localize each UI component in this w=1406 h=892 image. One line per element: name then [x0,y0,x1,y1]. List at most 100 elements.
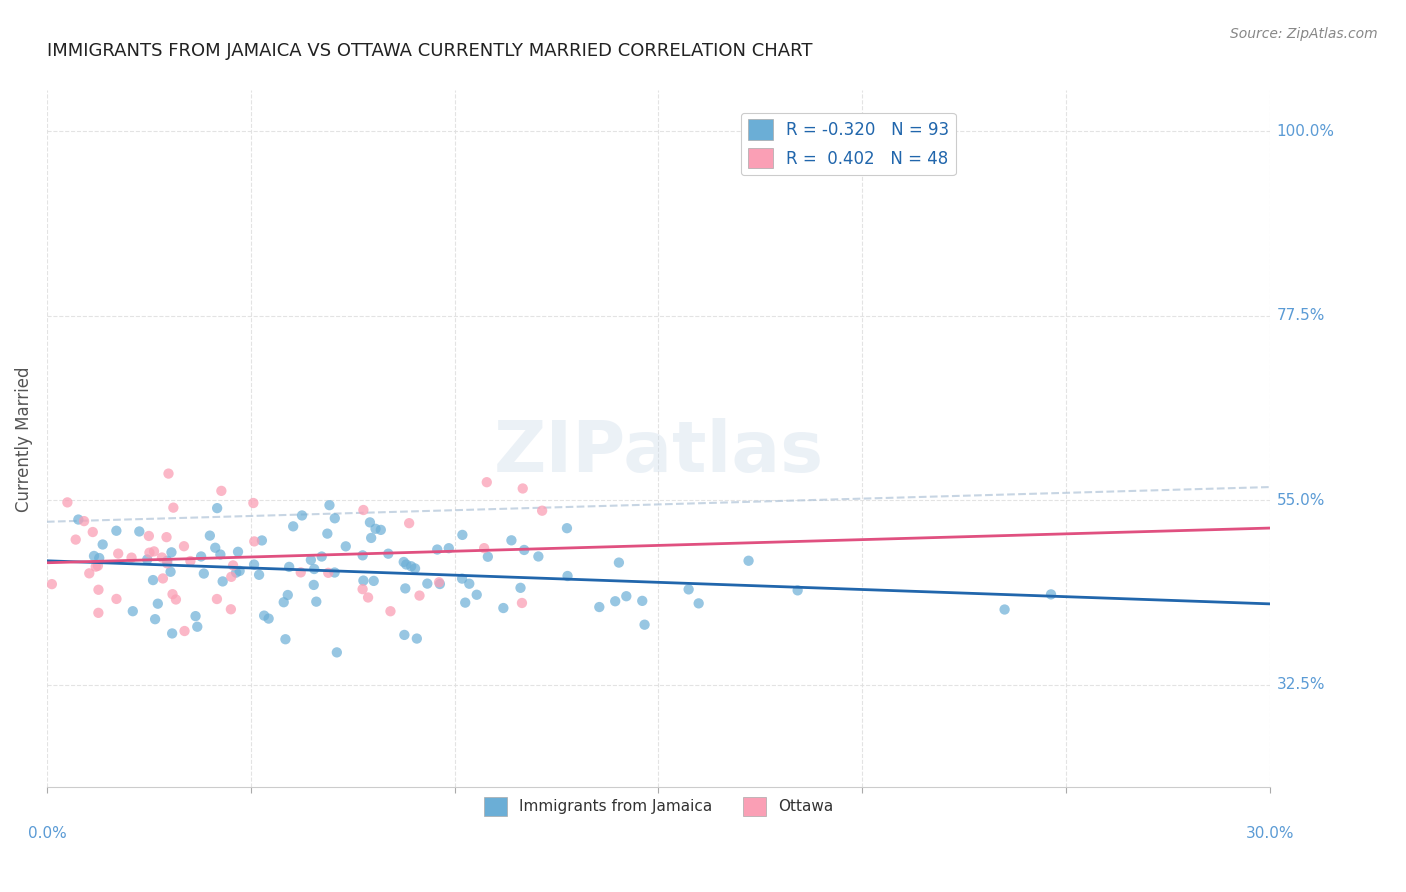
Point [316,526,339,541]
Point [786,583,808,598]
Point [359,516,381,530]
Point [408,589,430,603]
Text: 32.5%: 32.5% [1277,677,1326,692]
Point [363,574,385,588]
Point [555,521,578,535]
Point [73,514,96,528]
Point [209,483,232,498]
Point [290,566,312,580]
Point [89,551,111,566]
Point [138,546,160,560]
Point [107,547,129,561]
Point [190,549,212,564]
Point [173,539,195,553]
Point [737,554,759,568]
Point [557,569,579,583]
Point [427,575,450,590]
Point [143,544,166,558]
Point [253,608,276,623]
Point [335,539,357,553]
Point [173,624,195,638]
Point [426,542,449,557]
Point [87,558,110,573]
Point [250,533,273,548]
Point [243,534,266,549]
Point [198,528,221,542]
Point [179,554,201,568]
Point [162,500,184,515]
Point [283,519,305,533]
Point [204,541,226,555]
Point [152,571,174,585]
Point [416,576,439,591]
Point [326,645,349,659]
Point [394,582,416,596]
Point [377,547,399,561]
Point [633,617,655,632]
Point [395,558,418,572]
Point [82,524,104,539]
Point [165,592,187,607]
Point [302,578,325,592]
Point [352,574,374,588]
Point [380,604,402,618]
Legend: Immigrants from Jamaica, Ottawa: Immigrants from Jamaica, Ottawa [478,790,839,822]
Point [399,559,422,574]
Point [370,523,392,537]
Point [274,632,297,647]
Point [67,512,90,526]
Point [277,588,299,602]
Point [510,596,533,610]
Point [475,475,498,490]
Point [531,504,554,518]
Point [160,545,183,559]
Point [162,587,184,601]
Point [688,596,710,610]
Point [160,626,183,640]
Point [492,601,515,615]
Point [184,609,207,624]
Point [228,564,250,578]
Point [614,589,637,603]
Point [316,566,339,580]
Point [291,508,314,523]
Y-axis label: Currently Married: Currently Married [15,366,32,512]
Text: 77.5%: 77.5% [1277,309,1324,324]
Point [588,600,610,615]
Point [501,533,523,548]
Point [454,596,477,610]
Point [472,541,495,556]
Point [155,530,177,544]
Point [364,522,387,536]
Point [186,620,208,634]
Point [257,611,280,625]
Point [352,549,374,563]
Point [142,573,165,587]
Point [56,495,79,509]
Point [512,482,534,496]
Point [209,548,232,562]
Text: Source: ZipAtlas.com: Source: ZipAtlas.com [1230,27,1378,41]
Point [156,554,179,568]
Point [156,557,179,571]
Point [631,594,654,608]
Point [404,561,426,575]
Point [41,577,63,591]
Point [159,565,181,579]
Point [437,541,460,556]
Point [323,566,346,580]
Point [65,533,87,547]
Point [247,567,270,582]
Point [91,537,114,551]
Point [205,501,228,516]
Point [143,612,166,626]
Point [302,562,325,576]
Point [105,524,128,538]
Point [360,531,382,545]
Point [994,602,1017,616]
Point [311,549,333,564]
Point [211,574,233,589]
Point [273,595,295,609]
Point [429,577,451,591]
Point [477,549,499,564]
